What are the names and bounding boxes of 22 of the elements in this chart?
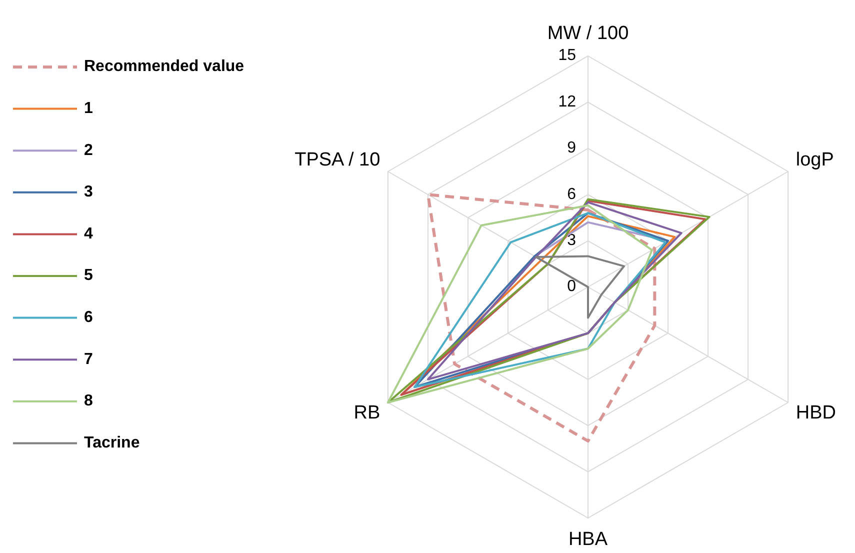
legend-label: Recommended value bbox=[84, 58, 244, 76]
legend-label: 5 bbox=[84, 267, 93, 284]
y-tick-label: 6 bbox=[567, 186, 576, 203]
legend-label: 2 bbox=[84, 142, 93, 159]
legend-label: 7 bbox=[84, 350, 93, 368]
legend-label: 8 bbox=[84, 392, 93, 410]
y-tick-label: 3 bbox=[567, 232, 576, 250]
y-tick-label: 15 bbox=[558, 47, 576, 64]
spoke-label: HBA bbox=[568, 529, 608, 550]
spoke-label: TPSA / 10 bbox=[294, 150, 380, 171]
legend-label: 1 bbox=[84, 100, 93, 118]
spoke-label: MW / 100 bbox=[547, 23, 629, 44]
y-tick-label: 9 bbox=[567, 140, 576, 157]
legend-label: 4 bbox=[84, 225, 93, 242]
y-tick-label: 12 bbox=[558, 93, 576, 110]
legend-label: 3 bbox=[84, 184, 93, 201]
legend-label: Tacrine bbox=[84, 434, 140, 452]
legend-label: 6 bbox=[84, 309, 93, 326]
spoke-label: RB bbox=[354, 402, 380, 424]
spoke-label: HBD bbox=[796, 402, 836, 424]
spoke-label: logP bbox=[796, 150, 834, 171]
y-tick-label: 0 bbox=[567, 278, 576, 296]
